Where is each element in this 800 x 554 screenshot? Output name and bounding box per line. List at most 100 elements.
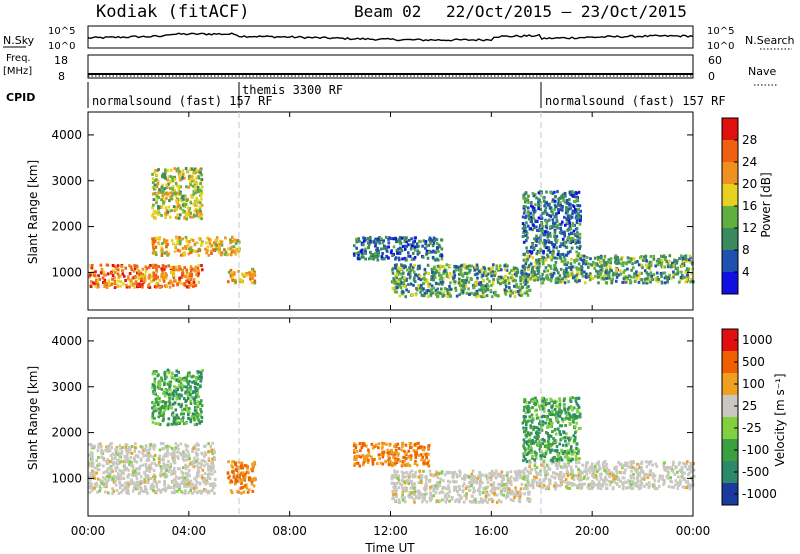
- scatter-cell: [688, 254, 692, 258]
- scatter-cell: [143, 278, 146, 282]
- scatter-cell: [418, 286, 422, 290]
- scatter-cell: [523, 487, 527, 491]
- scatter-cell: [482, 284, 485, 288]
- scatter-cell: [183, 266, 186, 270]
- scatter-cell: [534, 203, 537, 207]
- scatter-cell: [121, 446, 124, 450]
- scatter-cell: [172, 393, 175, 397]
- scatter-cell: [520, 293, 524, 297]
- scatter-cell: [481, 274, 485, 278]
- scatter-cell: [605, 266, 608, 270]
- scatter-cell: [94, 284, 97, 288]
- scatter-cell: [549, 266, 553, 270]
- scatter-cell: [592, 260, 595, 264]
- scatter-cell: [556, 473, 560, 477]
- scatter-cell: [177, 265, 181, 269]
- scatter-cell: [448, 293, 452, 297]
- scatter-cell: [154, 253, 158, 256]
- scatter-cell: [192, 460, 195, 464]
- scatter-cell: [469, 276, 473, 280]
- scatter-cell: [605, 463, 608, 467]
- scatter-cell: [577, 252, 581, 256]
- scatter-cell: [600, 265, 604, 269]
- scatter-cell: [363, 237, 367, 240]
- scatter-cell: [160, 376, 163, 380]
- scatter-cell: [469, 482, 473, 486]
- scatter-cell: [605, 276, 609, 280]
- scatter-cell: [118, 469, 121, 472]
- scatter-cell: [148, 466, 152, 470]
- scatter-cell: [394, 475, 397, 479]
- scatter-cell: [432, 489, 435, 493]
- scatter-cell: [105, 483, 109, 487]
- scatter-cell: [396, 266, 400, 270]
- scatter-cell: [195, 176, 198, 180]
- scatter-cell: [442, 485, 445, 489]
- scatter-cell: [165, 450, 169, 454]
- scatter-cell: [602, 259, 606, 263]
- scatter-cell: [588, 278, 592, 282]
- scatter-cell: [425, 280, 428, 284]
- scatter-cell: [644, 263, 648, 267]
- scatter-cell: [376, 246, 379, 250]
- scatter-cell: [175, 208, 178, 212]
- scatter-cell: [172, 270, 176, 274]
- scatter-cell: [672, 463, 675, 467]
- scatter-cell: [607, 472, 610, 476]
- scatter-cell: [174, 408, 178, 412]
- scatter-cell: [585, 469, 588, 473]
- scatter-cell: [438, 277, 442, 281]
- scatter-cell: [177, 205, 181, 209]
- scatter-cell: [176, 213, 179, 217]
- scatter-cell: [188, 207, 192, 210]
- scatter-cell: [250, 477, 254, 481]
- scatter-cell: [584, 262, 588, 266]
- scatter-cell: [188, 457, 191, 461]
- scatter-cell: [553, 203, 557, 207]
- scatter-cell: [158, 400, 162, 404]
- scatter-cell: [171, 402, 175, 406]
- scatter-cell: [432, 236, 436, 240]
- scatter-cell: [200, 463, 203, 466]
- scatter-cell: [186, 388, 189, 392]
- scatter-cell: [472, 500, 475, 504]
- scatter-cell: [377, 239, 380, 243]
- scatter-cell: [180, 408, 184, 412]
- scatter-cell: [204, 247, 207, 251]
- scatter-cell: [167, 465, 171, 469]
- scatter-cell: [468, 293, 471, 296]
- scatter-cell: [209, 467, 213, 471]
- scatter-cell: [564, 478, 568, 481]
- scatter-cell: [113, 271, 117, 275]
- scatter-cell: [537, 260, 541, 264]
- scatter-cell: [419, 278, 423, 282]
- scatter-cell: [201, 268, 204, 272]
- scatter-cell: [374, 243, 377, 247]
- scatter-cell: [193, 401, 197, 405]
- scatter-cell: [416, 267, 420, 271]
- scatter-cell: [88, 484, 91, 488]
- scatter-cell: [387, 237, 390, 241]
- scatter-cell: [166, 423, 170, 427]
- scatter-cell: [476, 488, 480, 492]
- scatter-cell: [151, 185, 155, 189]
- scatter-cell: [186, 277, 190, 281]
- cpid-segment-1: normalsound (fast) 157 RF: [92, 94, 273, 108]
- scatter-cell: [394, 459, 397, 463]
- scatter-cell: [408, 266, 411, 270]
- scatter-cell: [536, 276, 540, 280]
- scatter-cell: [154, 406, 157, 410]
- scatter-cell: [434, 268, 438, 272]
- scatter-cell: [358, 464, 362, 468]
- scatter-cell: [180, 388, 184, 392]
- scatter-cell: [460, 288, 464, 292]
- scatter-cell: [187, 243, 190, 247]
- scatter-cell: [638, 277, 642, 281]
- scatter-cell: [369, 251, 372, 255]
- scatter-cell: [431, 270, 434, 274]
- scatter-cell: [154, 397, 158, 401]
- scatter-cell: [427, 459, 430, 463]
- scatter-cell: [589, 262, 592, 266]
- scatter-cell: [117, 475, 121, 479]
- scatter-cell: [530, 201, 533, 204]
